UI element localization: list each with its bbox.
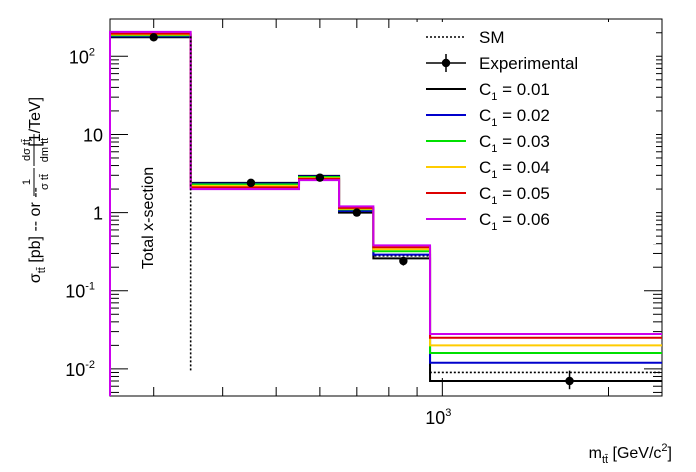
exp-point bbox=[315, 173, 325, 182]
exp-point bbox=[352, 208, 362, 217]
y-tick-label: 10-1 bbox=[65, 281, 95, 302]
legend-label-c5: C1 = 0.05 bbox=[479, 184, 550, 207]
exp-point bbox=[399, 256, 408, 266]
svg-text:1: 1 bbox=[21, 179, 33, 185]
annotation-total-xsection: Total x-section bbox=[140, 167, 157, 269]
x-axis-title: mtt̄ [GeV/c2] bbox=[589, 442, 672, 466]
svg-text:dσ tt̄: dσ tt̄ bbox=[21, 139, 33, 161]
legend-marker-exp bbox=[441, 58, 451, 68]
svg-text:σ tt̄: σ tt̄ bbox=[39, 174, 51, 190]
y-axis-title: σtt̄ [pb] -- or -- [1/TeV] 1 σ tt̄ dσ tt… bbox=[21, 97, 51, 283]
y-tick-label: 102 bbox=[69, 46, 95, 67]
exp-point bbox=[246, 178, 256, 188]
series-layer bbox=[109, 30, 662, 396]
experimental-points bbox=[149, 33, 574, 390]
legend-label-c3: C1 = 0.03 bbox=[479, 132, 550, 155]
exp-point bbox=[149, 33, 158, 42]
legend-label-c2: C1 = 0.02 bbox=[479, 106, 550, 129]
svg-text:dm tt̄: dm tt̄ bbox=[39, 137, 51, 162]
axes: 102 10 1 10-1 10-2 103 bbox=[65, 18, 663, 428]
legend-label-c6: C1 = 0.06 bbox=[479, 210, 550, 233]
svg-text:σtt̄ [pb] -- or -- [1/TeV]: σtt̄ [pb] -- or -- [1/TeV] bbox=[27, 97, 48, 283]
legend-background bbox=[416, 22, 656, 244]
y-tick-label: 10 bbox=[83, 125, 103, 145]
y-tick-label: 1 bbox=[93, 204, 103, 224]
legend: SM Experimental C1 = 0.01 C1 = 0.02 C1 = 0.0… bbox=[416, 22, 656, 244]
x-tick-label: 103 bbox=[425, 407, 451, 428]
series-line-c6 bbox=[109, 30, 662, 396]
legend-label-c4: C1 = 0.04 bbox=[479, 158, 550, 181]
legend-label-exp: Experimental bbox=[479, 54, 578, 73]
legend-label-c1: C1 = 0.01 bbox=[479, 80, 550, 103]
legend-label-sm: SM bbox=[479, 28, 505, 47]
exp-point bbox=[565, 376, 574, 386]
y-tick-label: 10-2 bbox=[65, 359, 95, 380]
